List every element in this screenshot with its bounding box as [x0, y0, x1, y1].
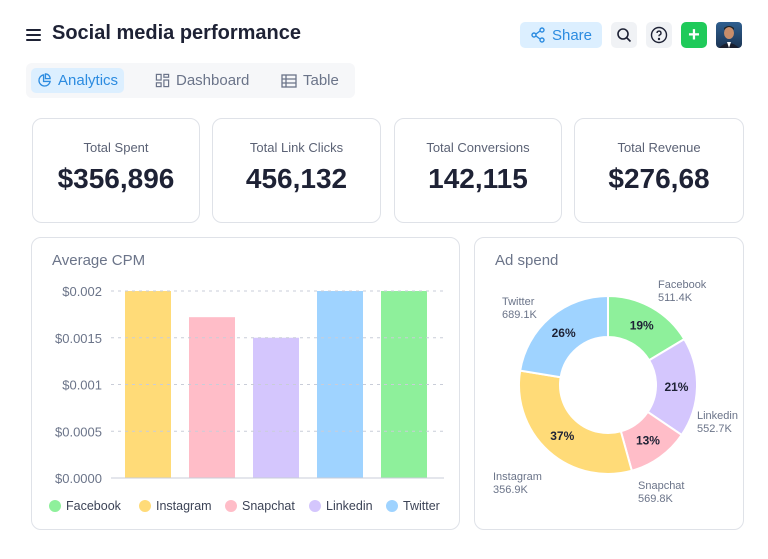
kpi-label: Total Link Clicks — [249, 140, 344, 155]
ad-spend-card: Ad spend 19% Facebook 511.4K 21% Linkedin 552… — [474, 237, 744, 530]
slice-name-label: Linkedin — [697, 410, 738, 422]
legend-marker — [139, 500, 151, 512]
slice-twitter[interactable] — [519, 294, 609, 379]
kpi-label: Total Spent — [83, 140, 149, 155]
slice-value-label: 511.4K — [658, 292, 693, 304]
search-button[interactable] — [611, 22, 637, 48]
chart-title: Ad spend — [495, 252, 559, 269]
kpi-value: 142,115 — [428, 163, 528, 194]
slice-percent-label: 19% — [630, 318, 654, 332]
search-icon — [617, 28, 632, 43]
legend-label[interactable]: Snapchat — [242, 499, 295, 513]
legend-marker — [386, 500, 398, 512]
y-tick-label: $0.0005 — [55, 424, 102, 439]
avatar[interactable] — [716, 22, 742, 48]
pie-chart-icon — [38, 73, 51, 87]
legend-label[interactable]: Instagram — [156, 499, 212, 513]
page-title: Social media performance — [52, 22, 301, 44]
slice-value-label: 356.9K — [493, 484, 529, 496]
slice-value-label: 569.8K — [638, 493, 674, 505]
legend-marker — [225, 500, 237, 512]
slice-percent-label: 13% — [636, 434, 660, 448]
tab-dashboard[interactable]: Dashboard — [149, 68, 255, 93]
tab-analytics[interactable]: Analytics — [31, 68, 125, 93]
kpi-value: $276,68 — [608, 163, 710, 194]
share-icon — [531, 27, 545, 43]
slice-percent-label: 26% — [552, 326, 576, 340]
kpi-label: Total Revenue — [617, 140, 701, 155]
kpi-label: Total Conversions — [426, 140, 530, 155]
tab-label: Dashboard — [176, 72, 250, 89]
y-tick-label: $0.002 — [62, 284, 102, 299]
y-tick-label: $0.0000 — [55, 471, 102, 486]
kpi-total-link-clicks: Total Link Clicks 456,132 — [212, 118, 381, 223]
chart-title: Average CPM — [52, 252, 146, 269]
kpi-value: 456,132 — [245, 163, 348, 194]
slice-value-label: 552.7K — [697, 423, 733, 435]
kpi-total-revenue: Total Revenue $276,68 — [574, 118, 744, 223]
slice-name-label: Twitter — [502, 296, 535, 308]
average-cpm-card: Average CPM $0.0000 $0.0005 $0.001 $0.0015 $… — [31, 237, 460, 530]
plus-icon: + — [688, 23, 700, 46]
y-tick-label: $0.0015 — [55, 331, 102, 346]
share-button[interactable]: Share — [520, 22, 602, 48]
legend-marker — [49, 500, 61, 512]
table-icon — [281, 73, 297, 88]
y-tick-label: $0.001 — [62, 378, 102, 393]
tab-table[interactable]: Table — [275, 68, 345, 93]
view-tabs: Analytics Dashboard Table — [26, 63, 355, 98]
share-label: Share — [551, 26, 593, 44]
legend-label[interactable]: Linkedin — [326, 499, 373, 513]
help-button[interactable] — [646, 22, 672, 48]
add-button[interactable]: + — [681, 22, 707, 48]
bar-twitter[interactable] — [317, 291, 363, 478]
menu-icon[interactable] — [26, 29, 41, 44]
kpi-total-conversions: Total Conversions 142,115 — [394, 118, 562, 223]
tab-label: Analytics — [58, 72, 119, 89]
legend-label[interactable]: Twitter — [403, 499, 440, 513]
slice-name-label: Facebook — [658, 279, 707, 291]
dashboard-icon — [155, 73, 170, 88]
bar-linkedin[interactable] — [253, 337, 299, 478]
tab-label: Table — [303, 72, 339, 89]
legend-marker — [309, 500, 321, 512]
kpi-value: $356,896 — [57, 163, 175, 194]
slice-value-label: 689.1K — [502, 309, 538, 321]
bar-chart: $0.0000 $0.0005 $0.001 $0.0015 $0.002 Faceboo… — [49, 284, 444, 513]
bar-snapchat[interactable] — [189, 317, 235, 478]
slice-name-label: Instagram — [493, 471, 542, 483]
kpi-total-spent: Total Spent $356,896 — [32, 118, 200, 223]
slice-name-label: Snapchat — [638, 480, 684, 492]
help-icon — [650, 26, 668, 44]
legend-label[interactable]: Facebook — [66, 499, 122, 513]
slice-percent-label: 37% — [550, 429, 574, 443]
slice-instagram[interactable] — [518, 369, 634, 475]
slice-percent-label: 21% — [664, 380, 688, 394]
